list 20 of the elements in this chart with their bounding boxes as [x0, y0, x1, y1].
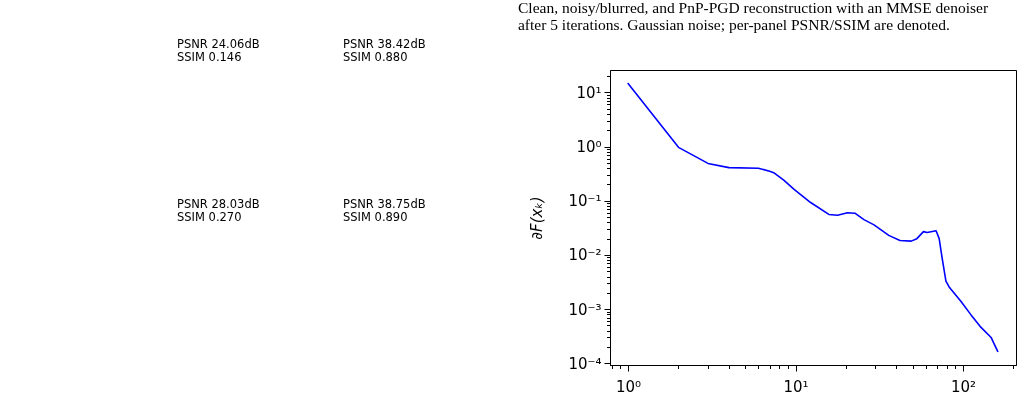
text: SSIM 0.270 — [177, 210, 242, 224]
y-tick-label: 10⁰ — [576, 138, 602, 157]
x-tick-label: 10⁰ — [616, 377, 642, 396]
text: PSNR 38.42dB — [343, 37, 426, 51]
y-tick-label: 10⁻⁴ — [568, 354, 602, 373]
text: PSNR 28.03dB — [177, 197, 260, 211]
text: SSIM 0.880 — [343, 50, 408, 64]
text: PSNR 24.06dB — [177, 37, 260, 51]
y-tick-label: 10⁻³ — [568, 300, 602, 319]
text: SSIM 0.890 — [343, 210, 408, 224]
y-tick-label: 10⁻¹ — [568, 192, 602, 211]
text: after 5 iterations. Gaussian noise; per-panel PSNR/SSIM are denoted. — [517, 15, 950, 33]
y-axis-title: ∂F(xₖ) — [528, 196, 547, 240]
x-tick-label: 10¹ — [783, 377, 809, 396]
x-tick-label: 10² — [951, 377, 977, 396]
y-tick-label: 10¹ — [576, 83, 602, 102]
y-tick-label: 10⁻² — [568, 246, 602, 265]
text: PSNR 38.75dB — [343, 197, 426, 211]
text: SSIM 0.146 — [177, 50, 242, 64]
text: Clean, noisy/blurred, and PnP-PGD reconstruction with an MMSE denoiser — [517, 0, 989, 16]
